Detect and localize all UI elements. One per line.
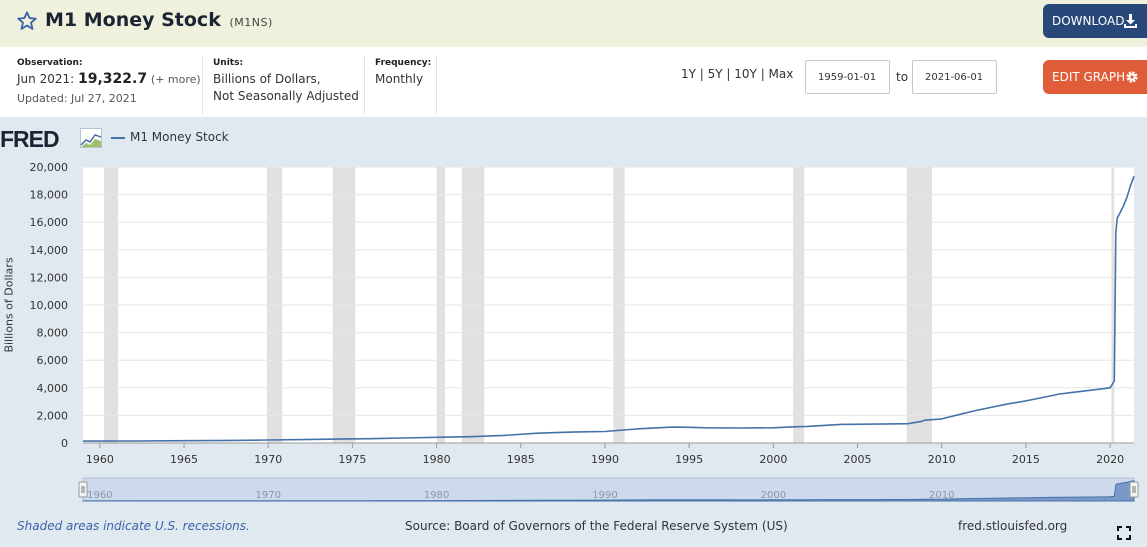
x-tick-label: 1970 bbox=[254, 453, 282, 466]
y-tick-label: 2,000 bbox=[37, 409, 69, 422]
divider bbox=[436, 56, 437, 114]
updated-date: Updated: Jul 27, 2021 bbox=[17, 92, 137, 105]
start-date-input[interactable]: 1959-01-01 bbox=[805, 60, 890, 94]
expand-icon[interactable] bbox=[1117, 526, 1131, 540]
navigator-tick-label: 1980 bbox=[424, 490, 449, 501]
units-block: Units: Billions of Dollars, Not Seasonal… bbox=[213, 57, 359, 105]
y-tick-label: 10,000 bbox=[30, 299, 69, 312]
fred-logo-chart-icon bbox=[80, 128, 102, 148]
more-observations-link[interactable]: (+ more) bbox=[150, 73, 201, 86]
header-bar: M1 Money Stock (M1NS) DOWNLOAD bbox=[0, 0, 1147, 47]
download-label: DOWNLOAD bbox=[1052, 14, 1125, 28]
divider bbox=[202, 56, 203, 114]
frequency-value: Monthly bbox=[375, 72, 424, 86]
x-tick-label: 1960 bbox=[86, 453, 114, 466]
y-tick-label: 14,000 bbox=[30, 244, 69, 257]
navigator-handle[interactable] bbox=[78, 481, 88, 498]
legend-swatch bbox=[111, 136, 125, 139]
page-title: M1 Money Stock (M1NS) bbox=[45, 9, 273, 31]
navigator-handle[interactable] bbox=[1129, 481, 1139, 498]
x-tick-label: 1990 bbox=[591, 453, 619, 466]
y-tick-label: 0 bbox=[61, 437, 68, 450]
x-tick-label: 2005 bbox=[844, 453, 872, 466]
series-title: M1 Money Stock bbox=[45, 9, 221, 31]
x-tick-label: 1975 bbox=[338, 453, 366, 466]
x-tick-label: 1985 bbox=[507, 453, 535, 466]
fred-logo: FRED bbox=[0, 126, 60, 152]
y-tick-label: 20,000 bbox=[30, 161, 69, 174]
y-tick-label: 8,000 bbox=[37, 327, 69, 340]
edit-graph-label: EDIT GRAPH bbox=[1052, 70, 1126, 84]
x-tick-label: 1965 bbox=[170, 453, 198, 466]
y-tick-label: 4,000 bbox=[37, 382, 69, 395]
units-label: Units: bbox=[213, 58, 244, 68]
y-tick-label: 16,000 bbox=[30, 216, 69, 229]
units-line1: Billions of Dollars, bbox=[213, 72, 321, 86]
navigator-series bbox=[82, 480, 1135, 502]
x-tick-label: 2020 bbox=[1096, 453, 1124, 466]
navigator-tick-label: 1970 bbox=[255, 490, 280, 501]
site-link[interactable]: fred.stlouisfed.org bbox=[958, 519, 1068, 533]
x-tick-label: 2000 bbox=[759, 453, 787, 466]
frequency-label: Frequency: bbox=[375, 58, 432, 68]
divider bbox=[364, 56, 365, 114]
recession-note: Shaded areas indicate U.S. recessions. bbox=[17, 519, 250, 533]
navigator-tick-label: 1960 bbox=[87, 490, 112, 501]
end-date-input[interactable]: 2021-06-01 bbox=[912, 60, 997, 94]
chart-legend: M1 Money Stock bbox=[111, 130, 229, 144]
gear-icon bbox=[1126, 71, 1138, 83]
x-tick-label: 1995 bbox=[675, 453, 703, 466]
observation-value: 19,322.7 bbox=[77, 71, 148, 87]
y-tick-label: 18,000 bbox=[30, 189, 69, 202]
units-line2: Not Seasonally Adjusted bbox=[213, 89, 359, 103]
observation-date: Jun 2021: bbox=[17, 72, 75, 86]
series-line bbox=[82, 176, 1135, 442]
download-icon bbox=[1124, 14, 1137, 28]
frequency-block: Frequency: Monthly bbox=[375, 57, 431, 88]
x-tick-label: 2010 bbox=[928, 453, 956, 466]
y-tick-label: 6,000 bbox=[37, 354, 69, 367]
source-text: Source: Board of Governors of the Federa… bbox=[405, 519, 788, 533]
to-label: to bbox=[896, 70, 909, 84]
navigator-tick-label: 2010 bbox=[929, 490, 954, 501]
x-tick-label: 2015 bbox=[1012, 453, 1040, 466]
series-id: (M1NS) bbox=[229, 16, 273, 29]
range-links[interactable]: 1Y | 5Y | 10Y | Max bbox=[681, 67, 794, 81]
y-tick-label: 12,000 bbox=[30, 271, 69, 284]
download-button[interactable]: DOWNLOAD bbox=[1043, 4, 1147, 38]
star-icon[interactable] bbox=[16, 10, 38, 32]
observation-label: Observation: bbox=[17, 58, 83, 68]
edit-graph-button[interactable]: EDIT GRAPH bbox=[1043, 60, 1147, 94]
series-meta: Observation: Jun 2021: 19,322.7 (+ more)… bbox=[0, 47, 1147, 117]
observation-block: Observation: Jun 2021: 19,322.7 (+ more)… bbox=[17, 57, 201, 107]
navigator-tick-label: 1990 bbox=[592, 490, 617, 501]
x-tick-label: 1980 bbox=[423, 453, 451, 466]
legend-label: M1 Money Stock bbox=[130, 130, 229, 144]
navigator-tick-label: 2000 bbox=[761, 490, 786, 501]
